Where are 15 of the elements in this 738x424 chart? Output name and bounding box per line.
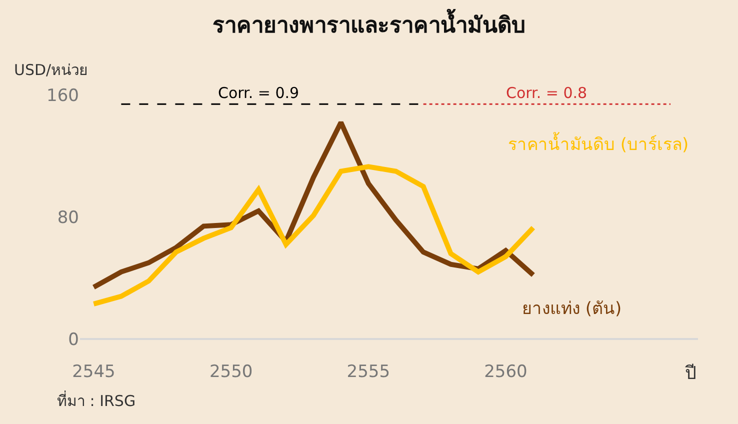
y-axis-title: USD/หน่วย (14, 61, 88, 79)
chart-title: ราคายางพาราและราคาน้ำมันดิบ (212, 8, 526, 38)
x-tick-label: 2550 (209, 362, 253, 382)
x-tick-label: 2545 (72, 362, 116, 382)
x-tick-label: 2560 (484, 362, 528, 382)
annotation: Corr. = 0.9 (218, 84, 300, 102)
y-tick-label: 80 (57, 208, 79, 228)
annotation: Corr. = 0.8 (506, 84, 588, 102)
x-axis-title: ปี (685, 363, 696, 384)
y-tick-label: 160 (46, 86, 79, 106)
text: ที่มา : IRSG (57, 390, 136, 410)
series-label: ยางแท่ง (ตัน) (522, 299, 622, 319)
y-tick-label: 0 (68, 330, 79, 350)
text: ราคาน้ำมันดิบ (บาร์เรล) (508, 132, 689, 155)
x-tick-label: 2555 (346, 362, 390, 382)
